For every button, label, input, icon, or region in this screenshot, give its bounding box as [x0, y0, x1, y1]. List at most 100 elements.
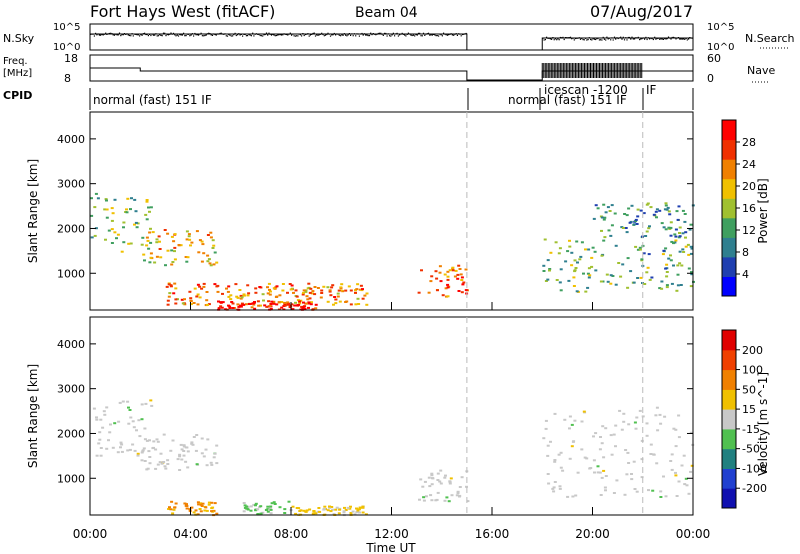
- echo-cell: [349, 303, 353, 306]
- noise-point: [651, 38, 653, 40]
- echo-cell: [236, 296, 240, 299]
- echo-cell: [578, 258, 582, 261]
- echo-cell: [311, 308, 315, 311]
- echo-cell: [640, 458, 644, 461]
- echo-cell: [662, 475, 665, 478]
- echo-cell: [430, 472, 434, 475]
- echo-cell: [655, 406, 659, 409]
- noise-point: [421, 35, 423, 37]
- echo-cell: [205, 291, 209, 293]
- noise-point: [232, 35, 234, 37]
- noise-point: [200, 32, 202, 34]
- echo-cell: [582, 410, 586, 413]
- echo-cell: [92, 407, 96, 410]
- echo-cell: [134, 221, 138, 224]
- echo-cell: [422, 496, 426, 499]
- echo-cell: [208, 262, 212, 265]
- echo-cell: [604, 427, 608, 430]
- cpid-mode-2: normal (fast) 151 IF: [508, 93, 627, 107]
- echo-cell: [659, 422, 663, 425]
- echo-cell: [689, 470, 693, 473]
- echo-cell: [319, 296, 323, 299]
- echo-cell: [199, 502, 203, 505]
- echo-cell: [230, 301, 234, 303]
- echo-cell: [359, 284, 363, 287]
- noise-trace: [89, 32, 693, 51]
- noise-point: [622, 36, 624, 38]
- echo-cell: [427, 476, 431, 479]
- echo-cell: [113, 198, 117, 201]
- echo-cell: [95, 416, 98, 419]
- noise-point: [204, 34, 206, 37]
- echo-cell: [669, 226, 673, 229]
- echo-cell: [586, 286, 590, 289]
- echo-cell: [609, 234, 613, 237]
- echo-cell: [580, 241, 584, 244]
- echo-cell: [430, 474, 434, 477]
- noise-point: [161, 35, 163, 37]
- echo-cell: [638, 409, 642, 412]
- noise-point: [615, 38, 617, 40]
- echo-cell: [446, 283, 450, 286]
- echo-cell: [423, 480, 427, 483]
- echo-cell: [648, 278, 652, 281]
- noise-point: [260, 35, 262, 37]
- colorbar-frame: [721, 329, 737, 509]
- echo-cell: [592, 217, 596, 220]
- echo-cell: [278, 294, 282, 297]
- echo-cell: [158, 248, 162, 250]
- echo-cell: [167, 295, 171, 298]
- noise-point: [345, 34, 347, 36]
- noise-point: [579, 38, 582, 40]
- echo-cell: [246, 284, 250, 287]
- echo-cell: [648, 225, 651, 228]
- echo-cell: [430, 483, 434, 486]
- echo-cell: [140, 418, 144, 421]
- echo-cell: [669, 221, 673, 224]
- echo-cell: [244, 303, 248, 306]
- echo-cell: [126, 400, 130, 403]
- echo-cell: [592, 459, 596, 462]
- echo-cell: [353, 513, 357, 516]
- noise-point: [672, 36, 675, 38]
- echo-cell: [247, 292, 251, 295]
- noise-point: [596, 38, 598, 40]
- echo-cell: [621, 227, 625, 229]
- echo-cell: [168, 292, 172, 295]
- echo-cell: [178, 469, 182, 471]
- echo-cell: [546, 278, 550, 281]
- echo-cell: [294, 289, 298, 292]
- echo-cell: [634, 218, 638, 221]
- noise-point: [558, 39, 560, 41]
- echo-cell: [103, 208, 107, 211]
- noise-point: [630, 38, 632, 40]
- noise-point: [237, 34, 239, 36]
- colorbar-tick-label: 100: [742, 364, 763, 377]
- echo-cell: [197, 503, 201, 506]
- echo-cell: [591, 246, 595, 249]
- echo-cell: [245, 505, 249, 508]
- echo-cell: [687, 267, 691, 270]
- echo-cell: [190, 442, 194, 445]
- echo-cell: [438, 265, 442, 268]
- noise-point: [245, 35, 247, 37]
- nave-tick-bottom: 0: [707, 72, 714, 85]
- noise-point: [666, 38, 668, 40]
- noise-point: [649, 38, 651, 40]
- echo-cell: [310, 301, 313, 304]
- noise-point: [634, 38, 636, 40]
- noise-point: [352, 35, 354, 37]
- echo-cell: [335, 506, 339, 509]
- echo-cell: [682, 251, 686, 253]
- echo-cell: [611, 275, 615, 277]
- echo-cell: [587, 248, 591, 251]
- echo-cell: [431, 477, 435, 480]
- noise-point: [225, 35, 227, 37]
- y-tick-label: 4000: [57, 338, 85, 351]
- echo-cell: [307, 306, 310, 309]
- echo-cell: [687, 253, 691, 256]
- echo-cell: [553, 460, 557, 463]
- colorbar-tick-label: 16: [742, 202, 756, 215]
- nsky-tick-bottom: 10^0: [53, 42, 80, 53]
- echo-cell: [239, 294, 243, 297]
